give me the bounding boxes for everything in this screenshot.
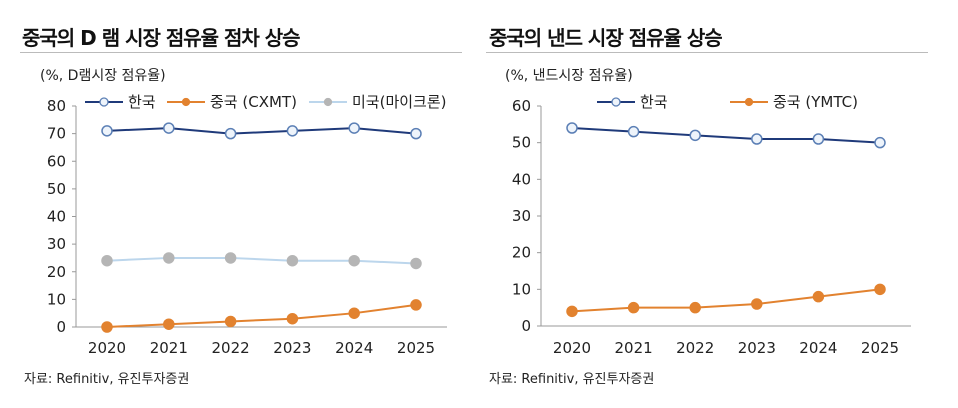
data-point <box>101 125 113 137</box>
legend-marker <box>323 97 333 107</box>
data-point <box>751 133 763 145</box>
y-tick-label: 10 <box>512 280 531 298</box>
data-point <box>874 283 886 296</box>
data-point <box>751 298 763 310</box>
data-point <box>410 127 422 140</box>
legend-label: 미국(마이크론) <box>352 93 447 111</box>
data-point <box>163 122 175 134</box>
data-point <box>689 301 701 314</box>
data-point <box>348 122 360 134</box>
data-point <box>812 133 825 145</box>
x-tick-label: 2025 <box>397 339 435 357</box>
data-point <box>348 254 360 267</box>
y-axis-unit-label: (%, 낸드시장 점유율) <box>505 68 633 84</box>
data-point <box>163 252 175 264</box>
series-line-1 <box>571 288 881 313</box>
y-axis-unit-label: (%, D램시장 점유율) <box>40 68 166 84</box>
data-point <box>689 129 701 142</box>
data-point <box>874 136 886 149</box>
data-point <box>101 321 113 333</box>
title-divider <box>486 52 928 53</box>
data-point <box>410 257 422 270</box>
x-tick-label: 2022 <box>212 339 250 357</box>
data-point <box>627 301 640 314</box>
x-tick-label: 2025 <box>861 339 899 357</box>
y-tick-label: 10 <box>47 290 66 308</box>
x-tick-label: 2022 <box>676 339 714 357</box>
data-point <box>627 125 640 138</box>
y-tick-label: 0 <box>56 318 66 336</box>
y-tick-label: 30 <box>47 235 66 253</box>
data-point <box>286 312 299 325</box>
legend-marker <box>181 97 191 107</box>
x-tick-label: 2024 <box>335 339 373 357</box>
y-tick-label: 40 <box>47 208 66 226</box>
data-point <box>566 122 578 134</box>
legend-label: 중국 (YMTC) <box>773 93 858 111</box>
x-tick-label: 2023 <box>738 339 776 357</box>
data-point <box>101 254 113 267</box>
data-point <box>224 252 237 264</box>
data-point <box>163 318 175 330</box>
title-divider <box>20 52 462 53</box>
legend-marker <box>99 97 109 107</box>
x-tick-label: 2023 <box>273 339 311 357</box>
series-line-0 <box>106 127 417 135</box>
y-tick-label: 20 <box>47 263 66 281</box>
x-tick-label: 2020 <box>553 339 591 357</box>
source-nand: 자료: Refinitiv, 유진투자증권 <box>489 372 655 387</box>
data-point <box>224 315 237 328</box>
y-tick-label: 60 <box>47 152 66 170</box>
y-tick-label: 20 <box>512 244 531 262</box>
y-tick-label: 50 <box>512 134 531 152</box>
y-tick-label: 70 <box>47 125 66 143</box>
legend-label: 한국 <box>128 93 156 111</box>
x-tick-label: 2024 <box>799 339 837 357</box>
series-line-2 <box>106 256 417 265</box>
data-point <box>286 254 299 267</box>
legend-label: 중국 (CXMT) <box>210 93 297 111</box>
chart-title-dram: 중국의 D 램 시장 점유율 점차 상승 <box>22 26 301 50</box>
source-dram: 자료: Refinitiv, 유진투자증권 <box>24 372 190 387</box>
x-tick-label: 2021 <box>150 339 188 357</box>
y-tick-label: 50 <box>47 180 66 198</box>
data-point <box>812 290 825 303</box>
series-line-1 <box>106 303 417 328</box>
x-tick-label: 2021 <box>615 339 653 357</box>
legend-marker <box>611 97 621 107</box>
legend-label: 한국 <box>640 93 668 111</box>
y-tick-label: 40 <box>512 170 531 188</box>
y-tick-label: 60 <box>512 97 531 115</box>
y-tick-label: 30 <box>512 207 531 225</box>
chart-title-nand: 중국의 낸드 시장 점유율 상승 <box>489 26 723 50</box>
y-tick-label: 0 <box>521 317 531 335</box>
data-point <box>224 127 237 140</box>
x-tick-label: 2020 <box>88 339 126 357</box>
series-line-0 <box>571 127 881 144</box>
legend-marker <box>744 97 754 107</box>
data-point <box>286 125 299 137</box>
data-point <box>410 299 422 311</box>
data-point <box>566 305 578 318</box>
y-tick-label: 80 <box>47 97 66 115</box>
data-point <box>348 307 360 319</box>
